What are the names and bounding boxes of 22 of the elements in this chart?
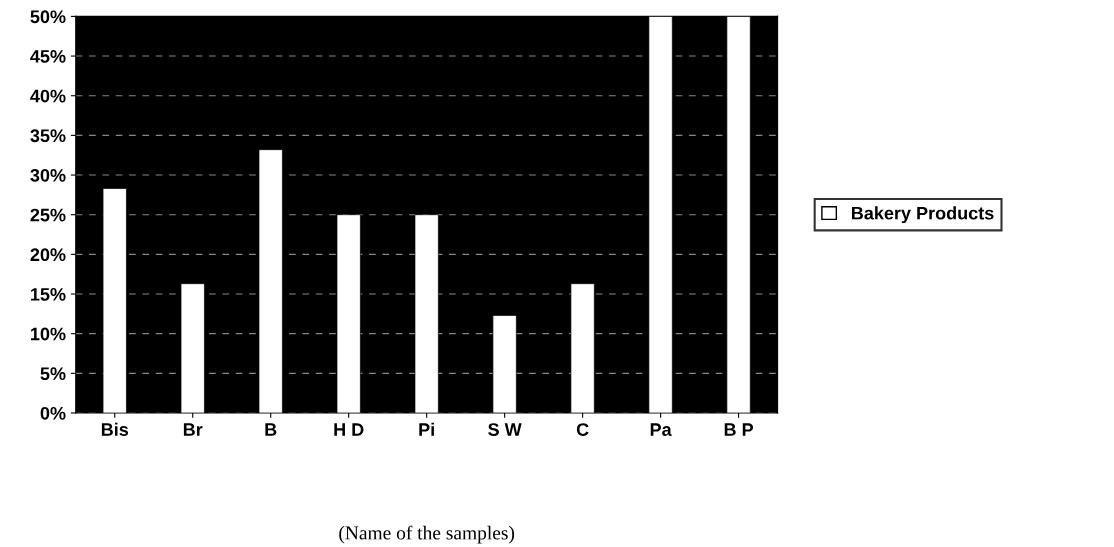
y-tick-label: 10% <box>31 327 66 341</box>
x-axis-title: (Name of the samples) <box>339 525 515 544</box>
legend-label: Bakery Products <box>851 206 994 224</box>
y-tick-label: 30% <box>30 168 66 182</box>
y-tick-label: 45% <box>30 50 66 63</box>
x-tick-label: H D <box>334 423 364 436</box>
y-tick-label: 40% <box>30 89 66 103</box>
x-tick-label: Br <box>183 423 203 436</box>
y-tick-label: 35% <box>30 129 66 143</box>
x-tick-label: C <box>576 423 589 436</box>
x-tick-label: S W <box>488 423 522 436</box>
x-tick-label: Bis <box>101 422 129 436</box>
y-tick-label: 0% <box>40 406 66 420</box>
y-tick-label: 15% <box>31 287 66 301</box>
y-tick-label: 25% <box>30 208 66 222</box>
x-tick-label: Pa <box>650 423 672 436</box>
y-tick-label: 20% <box>30 248 66 262</box>
x-tick-label: Pi <box>419 422 434 436</box>
y-tick-label: 50% <box>30 10 66 24</box>
x-tick-label: B P <box>724 423 754 436</box>
x-tick-label: B <box>265 423 277 436</box>
y-tick-label: 5% <box>40 367 66 381</box>
